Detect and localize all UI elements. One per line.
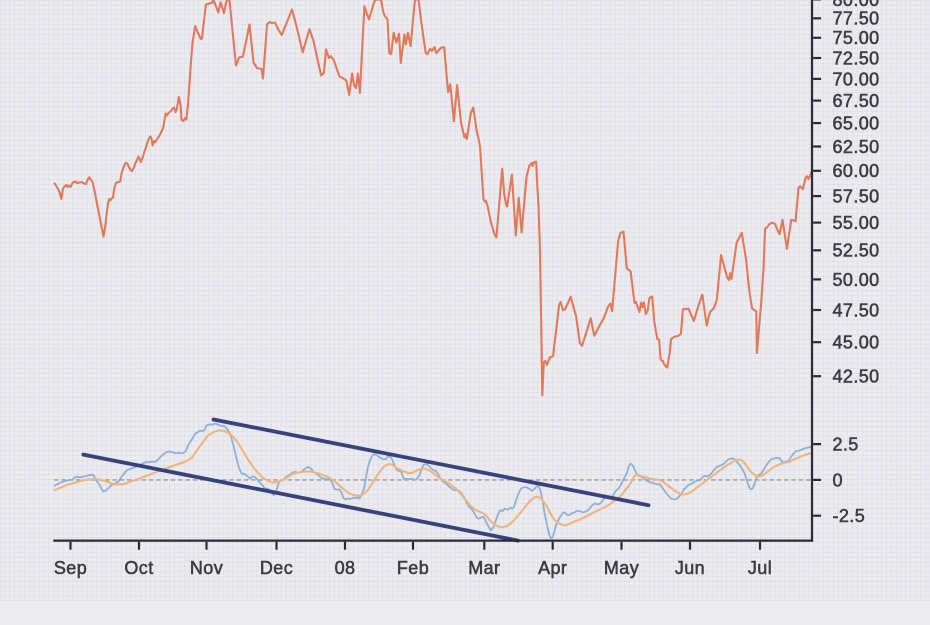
svg-text:Mar: Mar [468,558,500,578]
svg-text:0: 0 [833,470,843,490]
svg-text:80.00: 80.00 [833,0,880,10]
svg-text:Oct: Oct [124,558,153,578]
svg-text:65.00: 65.00 [833,114,880,134]
svg-text:72.50: 72.50 [833,48,880,68]
svg-text:Nov: Nov [190,558,223,578]
svg-text:75.00: 75.00 [833,28,880,48]
svg-text:Feb: Feb [397,558,429,578]
svg-text:47.50: 47.50 [833,300,880,320]
svg-text:May: May [604,558,639,578]
svg-text:50.00: 50.00 [833,270,880,290]
svg-text:70.00: 70.00 [833,69,880,89]
svg-text:60.00: 60.00 [833,161,880,181]
svg-text:55.00: 55.00 [833,213,880,233]
svg-text:77.50: 77.50 [833,9,880,29]
svg-text:Apr: Apr [538,558,567,578]
svg-text:-2.5: -2.5 [833,506,866,526]
svg-text:42.50: 42.50 [833,367,880,387]
svg-text:52.50: 52.50 [833,241,880,261]
svg-text:08: 08 [335,558,356,578]
svg-text:57.50: 57.50 [833,187,880,207]
svg-text:67.50: 67.50 [833,91,880,111]
svg-text:45.00: 45.00 [833,333,880,353]
svg-text:Jun: Jun [675,558,705,578]
svg-text:Dec: Dec [260,558,293,578]
svg-text:Sep: Sep [54,558,87,578]
svg-text:2.5: 2.5 [833,435,859,455]
svg-text:Jul: Jul [748,558,772,578]
svg-text:62.50: 62.50 [833,137,880,157]
